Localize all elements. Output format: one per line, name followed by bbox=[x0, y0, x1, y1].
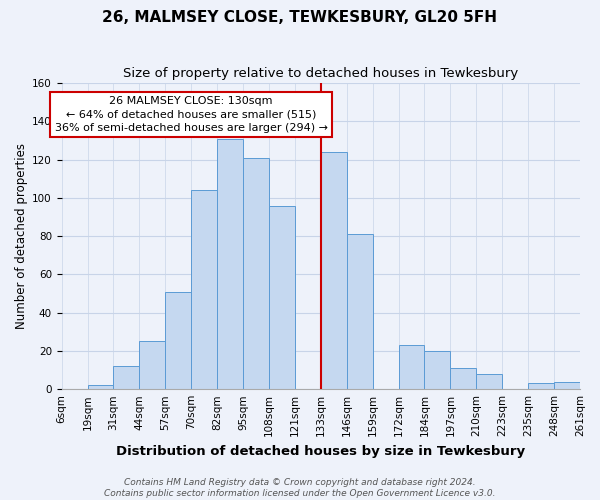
Bar bbox=[113, 366, 139, 389]
Bar bbox=[269, 206, 295, 389]
Bar bbox=[554, 382, 580, 389]
Text: 26, MALMSEY CLOSE, TEWKESBURY, GL20 5FH: 26, MALMSEY CLOSE, TEWKESBURY, GL20 5FH bbox=[103, 10, 497, 25]
Bar bbox=[243, 158, 269, 389]
Bar bbox=[139, 342, 166, 389]
Text: Contains HM Land Registry data © Crown copyright and database right 2024.
Contai: Contains HM Land Registry data © Crown c… bbox=[104, 478, 496, 498]
Bar bbox=[88, 386, 113, 389]
Bar bbox=[321, 152, 347, 389]
Bar bbox=[476, 374, 502, 389]
Bar bbox=[398, 345, 424, 389]
Text: 26 MALMSEY CLOSE: 130sqm
← 64% of detached houses are smaller (515)
36% of semi-: 26 MALMSEY CLOSE: 130sqm ← 64% of detach… bbox=[55, 96, 328, 133]
Bar bbox=[424, 351, 451, 389]
X-axis label: Distribution of detached houses by size in Tewkesbury: Distribution of detached houses by size … bbox=[116, 444, 526, 458]
Bar bbox=[347, 234, 373, 389]
Bar bbox=[217, 138, 243, 389]
Bar bbox=[166, 292, 191, 389]
Bar bbox=[451, 368, 476, 389]
Bar bbox=[191, 190, 217, 389]
Bar bbox=[528, 384, 554, 389]
Y-axis label: Number of detached properties: Number of detached properties bbox=[15, 143, 28, 329]
Title: Size of property relative to detached houses in Tewkesbury: Size of property relative to detached ho… bbox=[123, 68, 518, 80]
